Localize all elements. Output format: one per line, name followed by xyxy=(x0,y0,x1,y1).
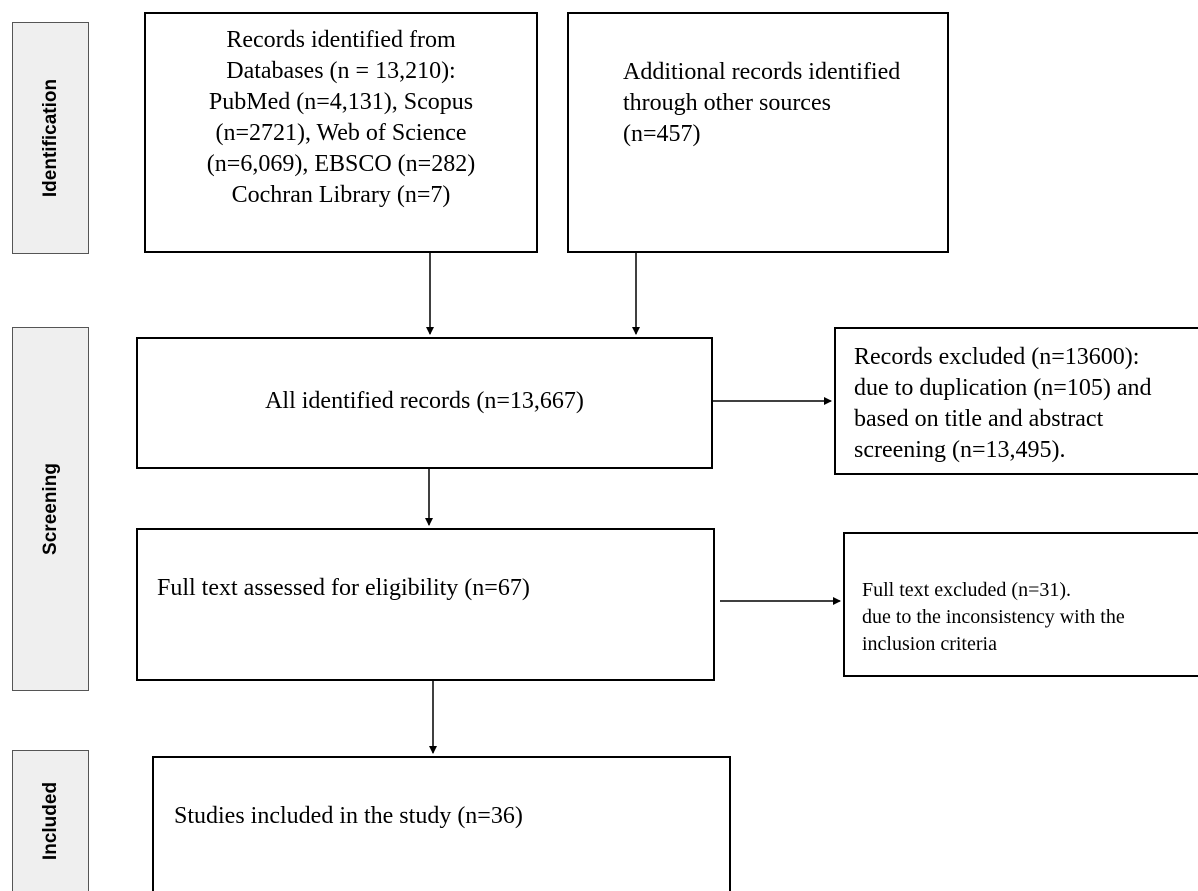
full-text-assessed-box: Full text assessed for eligibility (n=67… xyxy=(136,528,715,681)
databases-line-5: (n=6,069), EBSCO (n=282) xyxy=(206,151,476,177)
studies-included-box: Studies included in the study (n=36) xyxy=(152,756,731,891)
records-excluded-box: Records excluded (n=13600): due to dupli… xyxy=(834,327,1198,475)
all-identified-records-box: All identified records (n=13,667) xyxy=(136,337,713,469)
databases-line-6: Cochran Library (n=7) xyxy=(231,182,451,208)
phase-label-included: Included xyxy=(12,750,89,891)
records-excluded-line-4: screening (n=13,495). xyxy=(854,437,1066,463)
other-sources-line-2: through other sources xyxy=(623,90,831,116)
included-text: Studies included in the study (n=36) xyxy=(174,803,523,829)
records-excluded-line-1: Records excluded (n=13600): xyxy=(854,344,1140,370)
full-text-excluded-line-2: due to the inconsistency with the xyxy=(862,606,1125,628)
full-text-excluded-line-3: inclusion criteria xyxy=(862,633,997,655)
other-sources-line-1: Additional records identified xyxy=(623,59,901,85)
databases-line-4: (n=2721), Web of Science xyxy=(215,120,467,146)
databases-line-2: Databases (n = 13,210): xyxy=(226,58,456,84)
databases-line-3: PubMed (n=4,131), Scopus xyxy=(208,89,474,115)
full-text-text: Full text assessed for eligibility (n=67… xyxy=(157,575,530,601)
records-excluded-line-3: based on title and abstract xyxy=(854,406,1104,432)
records-excluded-line-2: due to duplication (n=105) and xyxy=(854,375,1152,401)
all-records-text: All identified records (n=13,667) xyxy=(265,388,584,414)
other-sources-line-3: (n=457) xyxy=(623,121,701,147)
other-sources-box: Additional records identified through ot… xyxy=(567,12,949,253)
phase-label-screening: Screening xyxy=(12,327,89,691)
databases-line-1: Records identified from xyxy=(226,27,456,53)
full-text-excluded-box: Full text excluded (n=31). due to the in… xyxy=(843,532,1198,677)
databases-records-box: Records identified from Databases (n = 1… xyxy=(144,12,538,253)
full-text-excluded-line-1: Full text excluded (n=31). xyxy=(862,579,1072,601)
phase-label-identification: Identification xyxy=(12,22,89,254)
